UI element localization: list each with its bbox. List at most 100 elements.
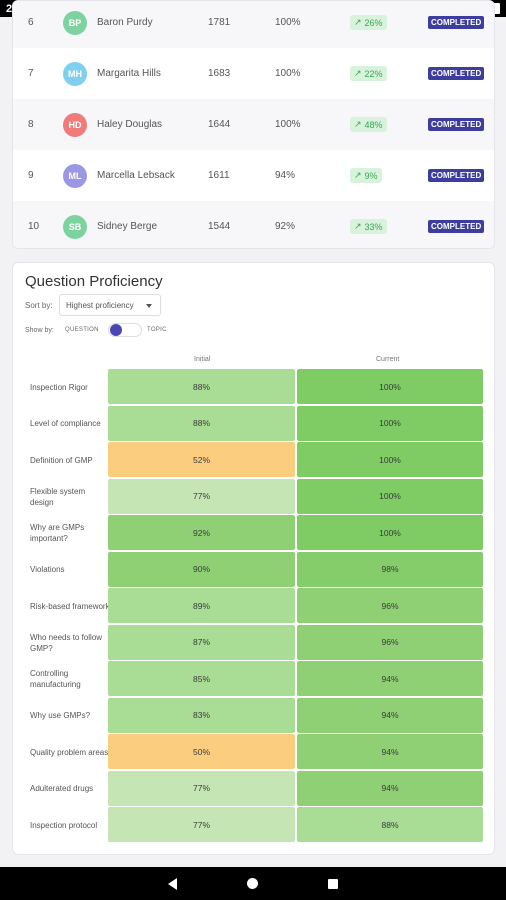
heatmap-cell-current[interactable]: 94% (297, 697, 483, 733)
proficiency-row: Quality problem areas 50% 94% (13, 734, 496, 770)
option-topic-label: TOPIC (147, 327, 167, 333)
rank: 8 (28, 119, 34, 130)
heatmap-cell-current[interactable]: 100% (297, 478, 483, 514)
show-by-label: Show by: (25, 327, 54, 334)
column-header-initial: Initial (194, 356, 211, 363)
question-label: Quality problem areas (30, 747, 109, 757)
trend-up-icon: ↗ (354, 68, 362, 78)
sort-dropdown[interactable]: Highest proficiency (59, 294, 161, 316)
trend-up-icon: ↗ (354, 17, 362, 27)
score: 1644 (208, 119, 231, 130)
question-topic-toggle[interactable] (108, 323, 142, 337)
heatmap-cell-initial[interactable]: 92% (108, 515, 295, 550)
leaderboard-row[interactable]: 8 HD Haley Douglas 1644 100% ↗ 48% COMPLETED (13, 99, 494, 150)
heatmap-cell-initial[interactable]: 52% (108, 442, 295, 477)
leaderboard-row[interactable]: 7 MH Margarita Hills 1683 100% ↗ 22% COMPLETED (13, 48, 494, 99)
heatmap-cell-current[interactable]: 100% (297, 405, 483, 441)
trend-badge: ↗ 22% (350, 66, 387, 81)
rank: 9 (28, 170, 34, 181)
completion-percent: 100% (275, 68, 301, 79)
heatmap-cell-initial[interactable]: 87% (108, 624, 295, 660)
completion-percent: 100% (275, 17, 301, 28)
heatmap-cell-current[interactable]: 96% (297, 624, 483, 660)
toggle-knob (110, 324, 122, 336)
question-label: Inspection Rigor (30, 382, 88, 392)
home-icon[interactable] (247, 878, 258, 889)
heatmap-cell-initial[interactable]: 83% (108, 697, 295, 733)
trend-value: 48% (364, 119, 383, 130)
heatmap-cell-initial[interactable]: 88% (108, 369, 295, 404)
back-icon[interactable] (168, 877, 177, 890)
proficiency-row: Adulterated drugs 77% 94% (13, 770, 496, 807)
learner-name: Marcella Lebsack (97, 170, 175, 181)
learner-name: Margarita Hills (97, 68, 161, 79)
proficiency-row: Controlling manufacturing 85% 94% (13, 661, 496, 697)
heatmap-cell-current[interactable]: 94% (297, 770, 483, 806)
status-badge: COMPLETED (428, 118, 485, 131)
heatmap-cell-initial[interactable]: 90% (108, 551, 295, 587)
question-label: Violations (30, 565, 65, 574)
rank: 7 (28, 68, 34, 79)
navigation-bar (0, 867, 506, 900)
section-title: Question Proficiency (25, 273, 163, 290)
trend-value: 33% (364, 221, 383, 232)
column-header-current: Current (376, 356, 400, 363)
trend-badge: ↗ 33% (350, 219, 387, 234)
leaderboard-row[interactable]: 10 SB Sidney Berge 1544 92% ↗ 33% COMPLETED (13, 201, 494, 248)
trend-badge: ↗ 26% (350, 15, 387, 30)
trend-badge: ↗ 48% (350, 117, 387, 132)
trend-value: 22% (364, 68, 383, 79)
completion-percent: 92% (275, 221, 296, 232)
leaderboard-card: 6 BP Baron Purdy 1781 100% ↗ 26% COMPLETED 7 MH Ma… (12, 0, 495, 249)
sort-label: Sort by: (25, 301, 53, 310)
question-label: Flexible system design (30, 486, 86, 507)
heatmap-cell-initial[interactable]: 77% (108, 478, 295, 514)
heatmap-cell-current[interactable]: 88% (297, 807, 483, 842)
status-badge: COMPLETED (428, 169, 485, 182)
leaderboard-row[interactable]: 6 BP Baron Purdy 1781 100% ↗ 26% COMPLETED (13, 1, 494, 48)
proficiency-row: Risk-based framework 89% 96% (13, 588, 496, 624)
heatmap-cell-initial[interactable]: 77% (108, 770, 295, 806)
avatar: MH (63, 61, 87, 86)
leaderboard-row[interactable]: 9 ML Marcella Lebsack 1611 94% ↗ 9% COMPLETED (13, 150, 494, 201)
heatmap-cell-current[interactable]: 94% (297, 734, 483, 769)
question-label: Why use GMPs? (30, 711, 91, 720)
rank: 6 (28, 17, 34, 28)
proficiency-row: Inspection Rigor 88% 100% (13, 369, 496, 405)
question-label: Why are GMPs important? (30, 523, 85, 543)
heatmap-cell-current[interactable]: 94% (297, 661, 483, 696)
learner-name: Baron Purdy (97, 17, 153, 28)
recent-apps-icon[interactable] (328, 878, 338, 889)
question-label: Definition of GMP (30, 455, 93, 465)
heatmap-cell-initial[interactable]: 85% (108, 661, 295, 696)
status-badge: COMPLETED (428, 67, 485, 80)
caret-down-icon (146, 304, 152, 308)
avatar: HD (63, 112, 87, 137)
heatmap-cell-current[interactable]: 100% (297, 369, 483, 404)
heatmap-cell-initial[interactable]: 89% (108, 588, 295, 623)
heatmap-cell-initial[interactable]: 50% (108, 734, 295, 769)
question-label: Risk-based framework (30, 601, 110, 611)
status-badge: COMPLETED (428, 220, 485, 233)
score: 1683 (208, 68, 231, 79)
trend-up-icon: ↗ (354, 170, 362, 180)
proficiency-row: Inspection protocol 77% 88% (13, 807, 496, 843)
heatmap-cell-initial[interactable]: 77% (108, 807, 295, 842)
question-label: Adulterated drugs (30, 784, 94, 793)
proficiency-row: Why use GMPs? 83% 94% (13, 697, 496, 734)
completion-percent: 100% (275, 119, 301, 130)
proficiency-row: Why are GMPs important? 92% 100% (13, 515, 496, 551)
question-label: Level of compliance (30, 419, 101, 428)
heatmap-cell-initial[interactable]: 88% (108, 405, 295, 441)
trend-badge: ↗ 9% (350, 168, 382, 183)
question-label: Inspection protocol (30, 820, 98, 830)
sort-value: Highest proficiency (66, 300, 134, 310)
proficiency-row: Definition of GMP 52% 100% (13, 442, 496, 478)
heatmap-cell-current[interactable]: 100% (297, 515, 483, 550)
trend-value: 26% (364, 17, 383, 28)
heatmap-cell-current[interactable]: 98% (297, 551, 483, 587)
option-question-label: QUESTION (65, 327, 99, 333)
learner-name: Sidney Berge (97, 221, 158, 232)
heatmap-cell-current[interactable]: 100% (297, 442, 483, 477)
heatmap-cell-current[interactable]: 96% (297, 588, 483, 623)
